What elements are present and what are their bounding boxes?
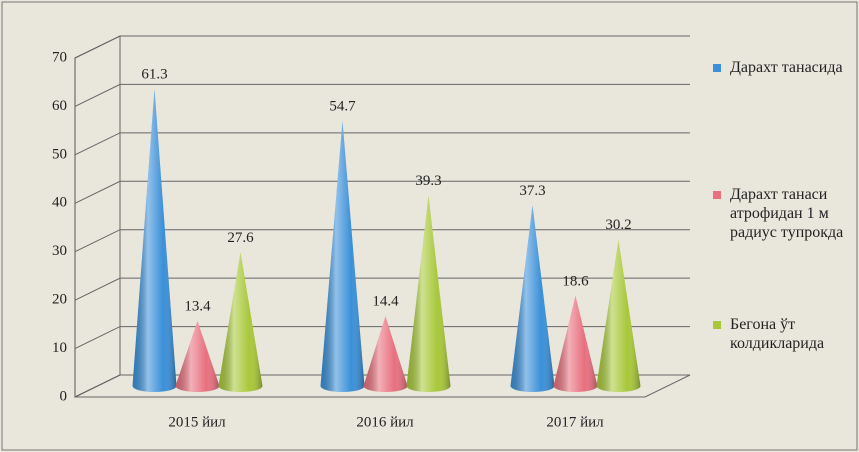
value-label: 18.6 xyxy=(562,273,589,289)
y-tick-label: 50 xyxy=(52,146,67,162)
y-tick-label: 70 xyxy=(52,49,67,65)
y-tick-label: 60 xyxy=(52,98,67,114)
grid-line xyxy=(74,229,690,253)
value-label: 13.4 xyxy=(184,299,211,315)
grid-line xyxy=(74,180,690,204)
y-tick-label: 40 xyxy=(52,195,67,211)
legend-swatch xyxy=(713,64,721,72)
value-label: 27.6 xyxy=(227,230,254,246)
cone-shade xyxy=(218,252,263,392)
cone-shade xyxy=(363,316,408,392)
legend-label: Бегона ўт колдикларида xyxy=(730,316,825,352)
legend-label: Дарахт танаси атрофидан 1 м радиус тупро… xyxy=(730,186,844,241)
cone-shade xyxy=(596,239,641,392)
y-tick-label: 20 xyxy=(52,292,67,308)
value-label: 54.7 xyxy=(329,99,356,115)
cone-shade xyxy=(320,121,365,393)
value-label: 61.3 xyxy=(141,67,167,83)
cone-shade xyxy=(406,195,451,392)
grid-line xyxy=(74,374,690,398)
cone-shade xyxy=(553,295,598,392)
grid-line xyxy=(74,326,690,350)
y-tick-label: 0 xyxy=(60,388,68,404)
legend-label: Дарахт танасида xyxy=(730,59,843,76)
grid-line xyxy=(74,83,690,107)
grid-line xyxy=(74,132,690,156)
y-tick-label: 30 xyxy=(52,243,67,259)
cone-shade xyxy=(132,89,177,392)
value-label: 14.4 xyxy=(372,294,399,310)
y-tick-label: 10 xyxy=(52,340,67,356)
legend-swatch xyxy=(713,321,721,329)
legend-swatch xyxy=(713,191,721,199)
x-tick-label: 2015 йил xyxy=(168,414,226,430)
x-tick-label: 2017 йил xyxy=(546,414,604,430)
grid-line xyxy=(74,277,690,301)
x-tick-label: 2016 йил xyxy=(356,414,414,430)
grid-line xyxy=(74,35,690,59)
cone-shade xyxy=(175,321,220,392)
back-wall xyxy=(74,35,121,398)
value-label: 37.3 xyxy=(519,183,545,199)
value-label: 30.2 xyxy=(605,217,631,233)
value-label: 39.3 xyxy=(415,173,441,189)
cone-shade xyxy=(510,205,555,392)
